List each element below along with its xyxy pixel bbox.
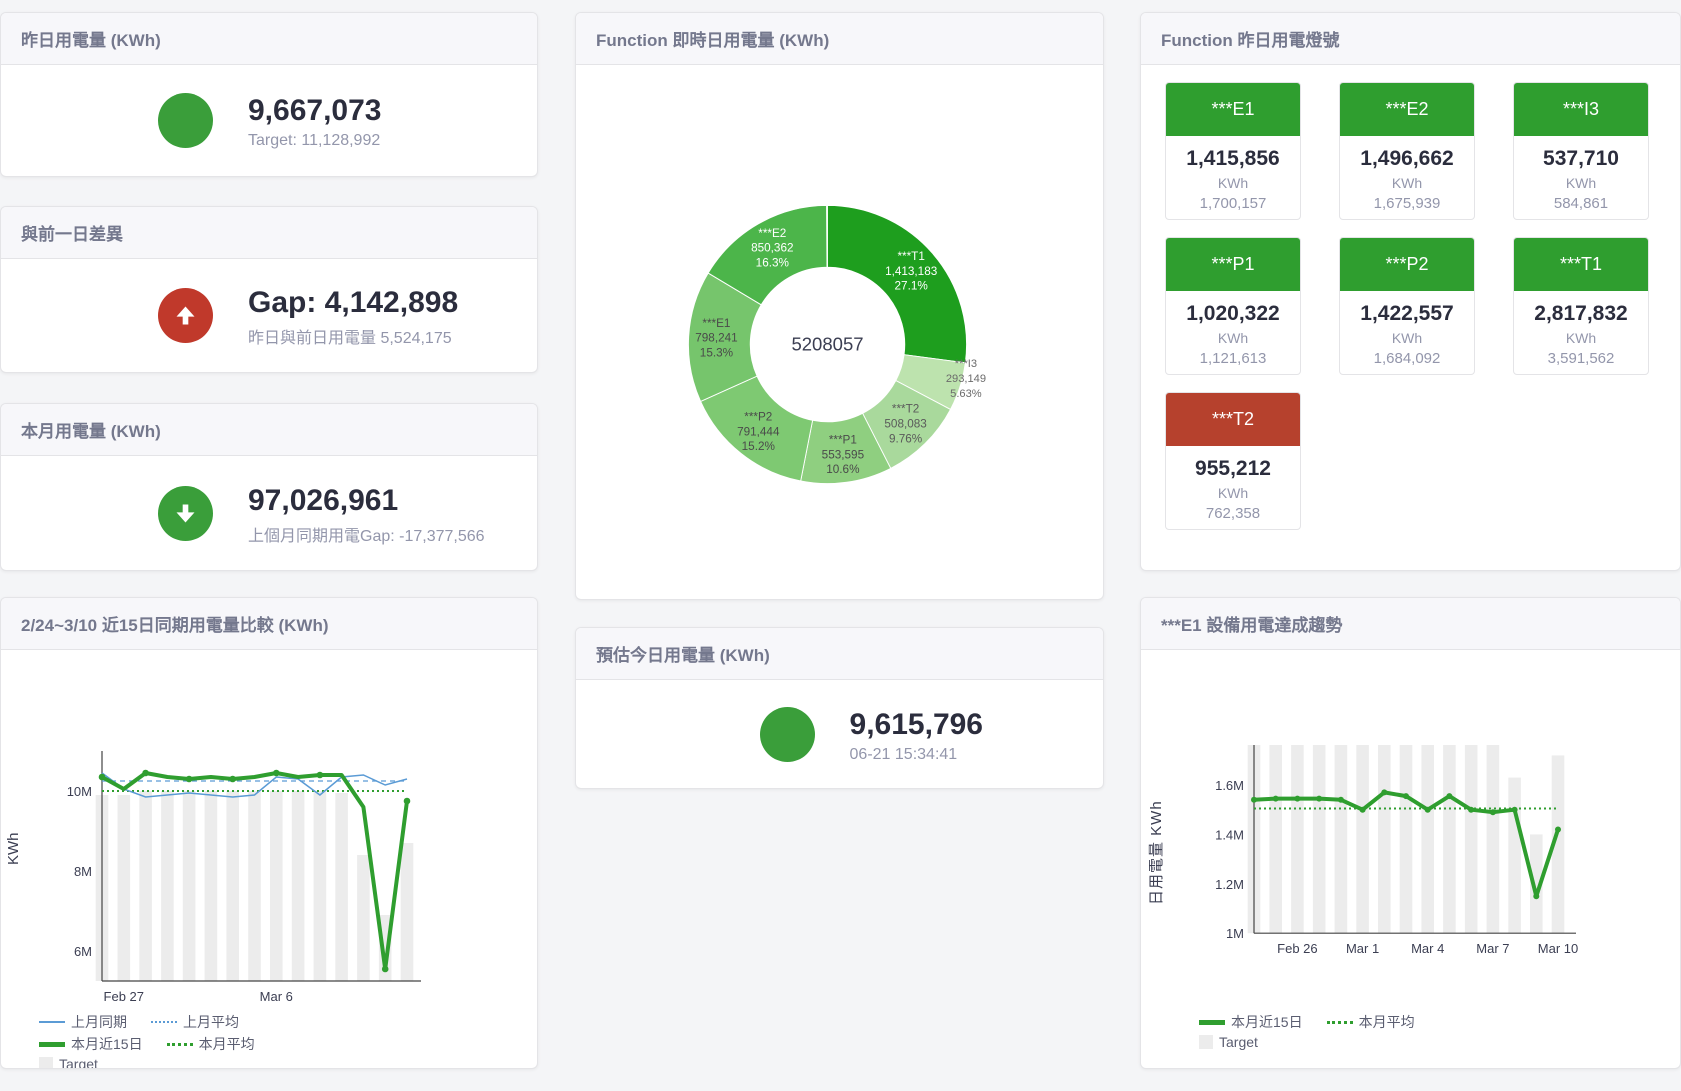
svg-text:10M: 10M: [67, 784, 92, 799]
svg-text:***E2: ***E2: [758, 227, 786, 240]
svg-text:15.2%: 15.2%: [742, 440, 776, 453]
svg-text:***I3: ***I3: [955, 358, 977, 370]
svg-text:1,413,183: 1,413,183: [885, 265, 938, 278]
svg-text:850,362: 850,362: [751, 242, 793, 255]
svg-text:553,595: 553,595: [822, 448, 865, 461]
svg-text:Mar 6: Mar 6: [260, 989, 293, 1004]
svg-text:5.63%: 5.63%: [950, 388, 982, 400]
svg-text:293,149: 293,149: [946, 373, 986, 385]
svg-text:***T2: ***T2: [892, 403, 919, 416]
svg-text:***P1: ***P1: [829, 434, 857, 447]
svg-text:***T1: ***T1: [897, 250, 924, 263]
svg-text:798,241: 798,241: [695, 332, 737, 345]
svg-text:10.6%: 10.6%: [826, 463, 860, 476]
svg-text:27.1%: 27.1%: [895, 280, 929, 293]
svg-text:791,444: 791,444: [737, 425, 780, 438]
svg-text:16.3%: 16.3%: [756, 256, 790, 269]
svg-text:Mar 10: Mar 10: [1538, 941, 1578, 956]
svg-text:Mar 1: Mar 1: [1346, 941, 1379, 956]
svg-text:508,083: 508,083: [884, 417, 927, 430]
svg-text:1M: 1M: [1226, 926, 1244, 941]
svg-text:1.4M: 1.4M: [1215, 827, 1244, 842]
svg-text:Mar 4: Mar 4: [1411, 941, 1444, 956]
svg-text:9.76%: 9.76%: [889, 432, 923, 445]
svg-text:6M: 6M: [74, 944, 92, 959]
svg-text:5208057: 5208057: [791, 334, 863, 355]
svg-text:Feb 26: Feb 26: [1277, 941, 1317, 956]
svg-text:Mar 7: Mar 7: [1476, 941, 1509, 956]
svg-text:***E1: ***E1: [702, 317, 730, 330]
svg-text:Feb 27: Feb 27: [104, 989, 144, 1004]
svg-text:8M: 8M: [74, 864, 92, 879]
svg-text:1.2M: 1.2M: [1215, 877, 1244, 892]
svg-text:1.6M: 1.6M: [1215, 778, 1244, 793]
svg-text:***P2: ***P2: [744, 410, 772, 423]
svg-text:15.3%: 15.3%: [700, 346, 734, 359]
